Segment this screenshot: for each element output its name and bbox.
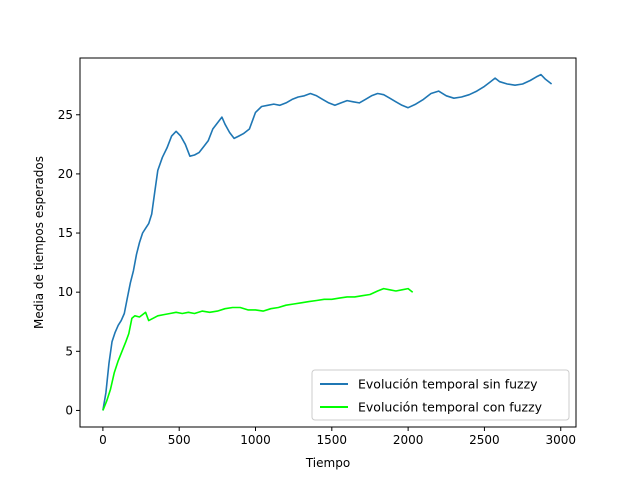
series-line-1 xyxy=(102,287,414,411)
y-tick-label: 10 xyxy=(58,285,73,299)
y-axis-label: Media de tiempos esperados xyxy=(32,156,46,329)
y-tick-label: 20 xyxy=(58,167,73,181)
y-axis-ticks: 0 5 10 15 20 25 xyxy=(58,108,80,417)
x-tick-label: 500 xyxy=(168,433,191,447)
x-axis-label: Tiempo xyxy=(305,456,350,470)
plot-frame xyxy=(79,57,577,428)
x-tick-label: 3000 xyxy=(545,433,576,447)
x-tick-label: 0 xyxy=(99,433,107,447)
series-layer xyxy=(102,73,553,411)
y-tick-label: 5 xyxy=(65,344,73,358)
legend-label-sin-fuzzy: Evolución temporal sin fuzzy xyxy=(358,377,538,392)
x-tick-label: 1000 xyxy=(240,433,271,447)
x-tick-label: 2000 xyxy=(393,433,424,447)
x-tick-label: 1500 xyxy=(317,433,348,447)
y-tick-label: 0 xyxy=(65,403,73,417)
x-axis-ticks: 0 500 1000 1500 2000 2500 3000 xyxy=(99,427,576,447)
y-tick-label: 25 xyxy=(58,108,73,122)
series-line-0 xyxy=(102,73,553,411)
x-tick-label: 2500 xyxy=(469,433,500,447)
y-tick-label: 15 xyxy=(58,226,73,240)
legend: Evolución temporal sin fuzzy Evolución t… xyxy=(311,369,570,421)
legend-box xyxy=(311,369,570,421)
legend-label-con-fuzzy: Evolución temporal con fuzzy xyxy=(358,400,543,415)
